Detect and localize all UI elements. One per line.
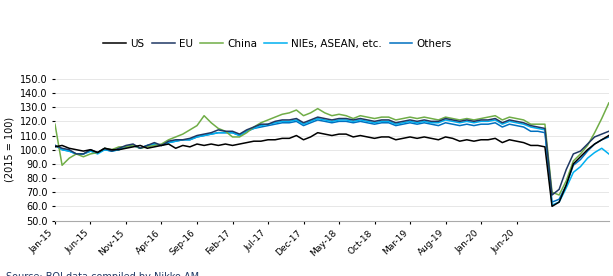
NIEs, ASEAN, etc.: [549, 203, 556, 207]
US: [278, 137, 286, 140]
Others: [51, 144, 59, 147]
US: [549, 205, 556, 208]
Y-axis label: (2015 = 100): (2015 = 100): [4, 117, 14, 182]
NIEs, ASEAN, etc.: [463, 120, 471, 123]
China: [200, 114, 208, 117]
EU: [463, 118, 471, 122]
China: [555, 193, 563, 197]
NIEs, ASEAN, etc.: [51, 144, 59, 147]
Others: [278, 121, 286, 124]
EU: [278, 118, 286, 122]
US: [51, 145, 59, 148]
EU: [51, 144, 59, 147]
Legend: US, EU, China, NIEs, ASEAN, etc., Others: US, EU, China, NIEs, ASEAN, etc., Others: [99, 34, 456, 53]
Text: Source: BOJ data compiled by Nikko AM.: Source: BOJ data compiled by Nikko AM.: [6, 272, 202, 276]
EU: [314, 115, 321, 119]
China: [456, 118, 463, 122]
Others: [314, 118, 321, 122]
China: [278, 113, 286, 116]
NIEs, ASEAN, etc.: [378, 120, 386, 123]
NIEs, ASEAN, etc.: [278, 120, 286, 123]
EU: [549, 193, 556, 197]
NIEs, ASEAN, etc.: [200, 134, 208, 137]
Others: [200, 134, 208, 137]
US: [605, 134, 612, 137]
Line: EU: EU: [55, 117, 609, 195]
US: [200, 144, 208, 147]
NIEs, ASEAN, etc.: [272, 121, 279, 124]
US: [272, 138, 279, 141]
China: [186, 128, 194, 131]
EU: [200, 132, 208, 136]
China: [272, 115, 279, 119]
EU: [186, 137, 194, 140]
EU: [378, 118, 386, 122]
Line: NIEs, ASEAN, etc.: NIEs, ASEAN, etc.: [55, 118, 609, 205]
Others: [549, 200, 556, 204]
EU: [605, 130, 612, 133]
US: [378, 135, 386, 139]
Others: [378, 121, 386, 124]
China: [51, 123, 59, 126]
NIEs, ASEAN, etc.: [605, 152, 612, 156]
US: [186, 145, 194, 148]
Line: US: US: [55, 133, 609, 206]
China: [605, 101, 612, 105]
EU: [272, 120, 279, 123]
NIEs, ASEAN, etc.: [186, 138, 194, 141]
Others: [605, 135, 612, 139]
NIEs, ASEAN, etc.: [314, 117, 321, 120]
China: [371, 117, 378, 120]
US: [463, 138, 471, 141]
Others: [186, 138, 194, 141]
Others: [272, 123, 279, 126]
Line: China: China: [55, 103, 609, 195]
US: [314, 131, 321, 134]
Others: [463, 123, 471, 126]
Line: Others: Others: [55, 120, 609, 202]
